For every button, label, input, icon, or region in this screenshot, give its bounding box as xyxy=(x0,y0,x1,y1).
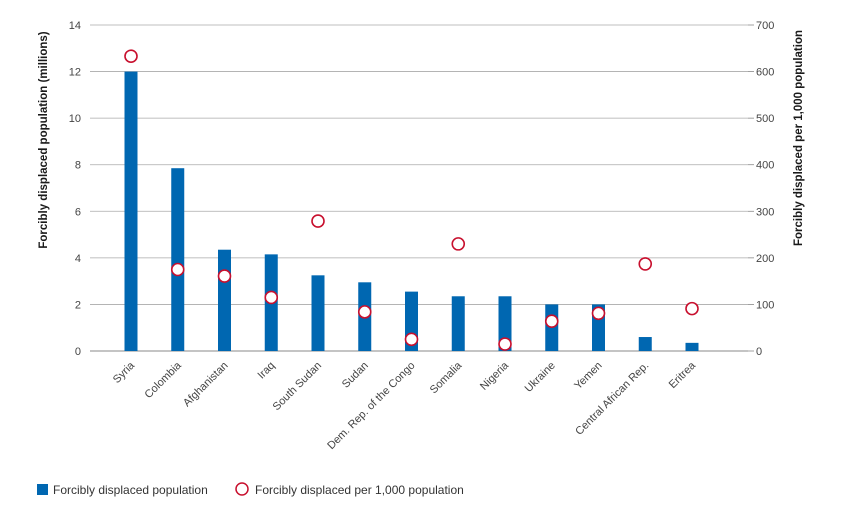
bar-colombia xyxy=(171,168,185,351)
bar-nigeria xyxy=(498,296,512,351)
category-label: Ukraine xyxy=(523,360,558,395)
marker-nigeria xyxy=(498,337,512,351)
category-label: Dem. Rep. of the Congo xyxy=(325,360,417,452)
right-tick-label: 300 xyxy=(756,206,774,218)
category-label: Yemen xyxy=(572,360,604,392)
left-tick-label: 4 xyxy=(75,253,81,265)
legend-marker-swatch xyxy=(235,482,249,496)
left-axis-title: Forcibly displaced population (millions) xyxy=(38,31,50,248)
category-label: Syria xyxy=(111,359,138,386)
bar-syria xyxy=(124,71,138,352)
bar-afghanistan xyxy=(218,249,231,351)
legend-bar-swatch xyxy=(37,484,48,495)
right-tick-label: 700 xyxy=(756,20,774,32)
bar-south-sudan xyxy=(311,275,325,351)
bar-central-african-rep xyxy=(638,337,652,351)
left-tick-label: 14 xyxy=(69,20,81,32)
left-tick-label: 12 xyxy=(69,67,81,79)
gridlines xyxy=(90,24,754,352)
left-tick-label: 8 xyxy=(75,160,81,172)
marker-sudan xyxy=(357,305,372,319)
category-label: Iraq xyxy=(255,360,277,382)
right-tick-label: 100 xyxy=(756,299,774,311)
marker-syria xyxy=(124,49,138,64)
category-label: Sudan xyxy=(340,360,371,391)
legend: Forcibly displaced population Forcibly d… xyxy=(37,482,464,497)
category-label: South Sudan xyxy=(271,360,324,413)
marker-eritrea xyxy=(685,301,699,316)
right-tick-label: 200 xyxy=(756,253,774,265)
right-axis-title: Forcibly displaced per 1,000 population xyxy=(793,30,805,246)
marker-series xyxy=(124,49,699,351)
marker-iraq xyxy=(264,290,279,305)
bar-eritrea xyxy=(685,342,699,351)
category-label: Colombia xyxy=(143,359,185,401)
marker-dem-rep-of-the-congo xyxy=(404,332,419,347)
marker-south-sudan xyxy=(311,214,325,228)
right-tick-label: 600 xyxy=(756,67,774,79)
tick-labels: 0 2 4 6 8 10 12 14 0 100 200 300 400 500 600 700 xyxy=(69,20,775,358)
left-tick-label: 6 xyxy=(75,206,81,218)
right-tick-label: 400 xyxy=(756,160,774,172)
right-tick-label: 500 xyxy=(756,113,774,125)
marker-somalia xyxy=(451,237,466,251)
category-label: Somalia xyxy=(428,359,465,396)
legend-marker-label: Forcibly displaced per 1,000 population xyxy=(255,483,464,497)
right-tick-label: 0 xyxy=(756,346,762,358)
category-label: Nigeria xyxy=(478,359,512,393)
marker-afghanistan xyxy=(217,269,232,283)
marker-central-african-rep xyxy=(638,257,653,271)
bar-somalia xyxy=(451,296,465,351)
left-tick-label: 2 xyxy=(75,299,81,311)
category-label: Eritrea xyxy=(667,359,699,391)
left-tick-label: 10 xyxy=(69,113,81,125)
marker-ukraine xyxy=(544,314,559,328)
marker-yemen xyxy=(591,306,606,321)
category-label: Afghanistan xyxy=(181,360,231,410)
marker-colombia xyxy=(170,262,185,277)
legend-bar-label: Forcibly displaced population xyxy=(53,483,208,497)
left-tick-label: 0 xyxy=(75,346,81,358)
